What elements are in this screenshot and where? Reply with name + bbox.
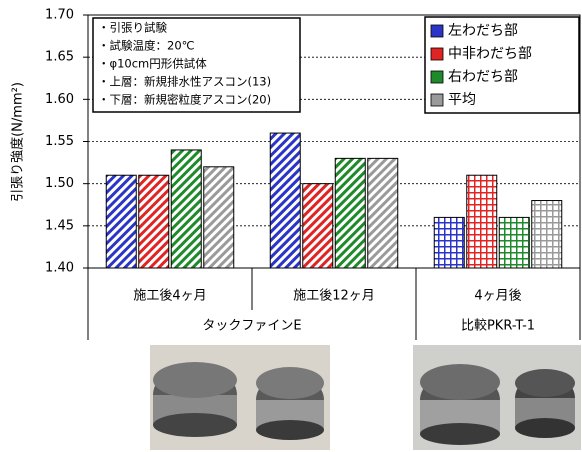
x-tick-label: 4ヶ月後: [474, 289, 521, 304]
bar: [203, 166, 235, 269]
bar: [269, 132, 301, 269]
y-tick-label: 1.50: [45, 176, 74, 191]
photo: [150, 345, 330, 450]
annotation: ・下層：新規密粒度アスコン(20): [98, 93, 271, 107]
bar: [498, 216, 530, 269]
legend-swatch: [430, 93, 444, 107]
y-tick-label: 1.40: [45, 261, 74, 276]
y-tick-label: 1.60: [45, 92, 74, 107]
y-tick-label: 1.70: [45, 8, 74, 23]
legend-swatch: [430, 70, 444, 84]
group-label: タックファインE: [202, 319, 301, 334]
y-tick-label: 1.55: [45, 134, 74, 149]
group-label: 比較PKR-T-1: [461, 319, 535, 334]
bar: [466, 174, 498, 269]
legend-label: 平均: [448, 92, 476, 108]
bar: [138, 174, 170, 269]
legend-label: 右わだち部: [448, 69, 518, 85]
x-tick-label: 施工後4ヶ月: [133, 289, 206, 304]
photo: [413, 345, 581, 450]
bar: [170, 149, 202, 269]
annotation: ・引張り試験: [98, 21, 167, 35]
y-axis-label: 引張り強度(N/mm²): [10, 82, 26, 202]
annotation: ・上層：新規排水性アスコン(13): [98, 75, 271, 89]
legend-swatch: [430, 24, 444, 38]
bar: [367, 157, 399, 269]
bar: [433, 216, 465, 269]
legend-box: [424, 16, 580, 114]
x-tick-label: 施工後12ヶ月: [293, 289, 375, 304]
bar: [105, 174, 137, 269]
y-tick-label: 1.45: [45, 218, 74, 233]
y-tick-label: 1.65: [45, 50, 74, 65]
legend-swatch: [430, 47, 444, 61]
bar: [531, 200, 563, 269]
annotation-box: [92, 17, 301, 113]
legend-label: 左わだち部: [448, 23, 518, 39]
bar: [302, 183, 334, 269]
annotation: ・試験温度：20℃: [98, 39, 195, 53]
bar: [334, 157, 366, 269]
legend-label: 中非わだち部: [448, 46, 532, 62]
annotation: ・φ10cm円形供試体: [98, 57, 207, 71]
